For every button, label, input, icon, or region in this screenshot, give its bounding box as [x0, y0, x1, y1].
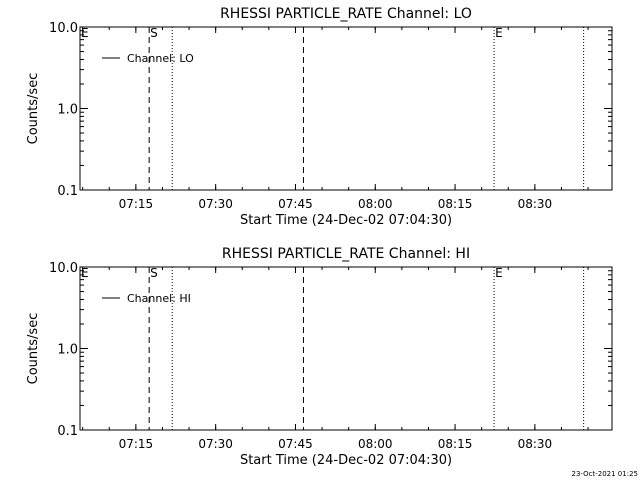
panel-1-x-tick-label: 08:30	[518, 197, 553, 211]
footer-timestamp: 23-Oct-2021 01:25	[571, 470, 638, 478]
panel-2-legend-label: Channel: HI	[127, 292, 191, 305]
panel-1-x-tick-label: 08:00	[358, 197, 393, 211]
panel-1-x-tick-label: 07:15	[119, 197, 154, 211]
panel-2-y-tick-label: 10.0	[49, 261, 78, 276]
panel-2-x-tick-label: 08:15	[438, 437, 473, 451]
panel-1-x-tick-label: 08:15	[438, 197, 473, 211]
panel-2-marker-label: E	[495, 266, 503, 280]
panel-2-y-tick-label: 1.0	[57, 343, 78, 358]
panel-2-title: RHESSI PARTICLE_RATE Channel: HI	[222, 246, 470, 262]
panel-1-y-tick-label: 0.1	[57, 184, 78, 199]
panel-1-marker-label: S	[150, 26, 158, 40]
panel-1-x-tick-label: 07:30	[198, 197, 233, 211]
panel-2-x-axis-label: Start Time (24-Dec-02 07:04:30)	[240, 453, 452, 468]
panel-1-x-axis-label: Start Time (24-Dec-02 07:04:30)	[240, 213, 452, 228]
panel-1-y-tick-label: 10.0	[49, 21, 78, 36]
panel-1-y-axis-label: Counts/sec	[26, 73, 41, 145]
panel-2-x-tick-label: 08:30	[518, 437, 553, 451]
panel-2-y-axis-label: Counts/sec	[26, 313, 41, 385]
panel-2-y-tick-label: 0.1	[57, 424, 78, 439]
panel-1-marker-label: E	[495, 26, 503, 40]
panel-1-x-tick-label: 07:45	[278, 197, 313, 211]
panel-2-marker-label: E	[81, 266, 89, 280]
panel-2-x-tick-label: 07:30	[198, 437, 233, 451]
panel-2-x-tick-label: 08:00	[358, 437, 393, 451]
panel-1-title: RHESSI PARTICLE_RATE Channel: LO	[220, 6, 472, 22]
panel-1-legend-label: Channel: LO	[127, 52, 194, 65]
panel-2-marker-label: S	[150, 266, 158, 280]
panel-1-marker-label: E	[81, 26, 89, 40]
panel-2-x-tick-label: 07:15	[119, 437, 154, 451]
panel-1-y-tick-label: 1.0	[57, 103, 78, 118]
panel-2-x-tick-label: 07:45	[278, 437, 313, 451]
